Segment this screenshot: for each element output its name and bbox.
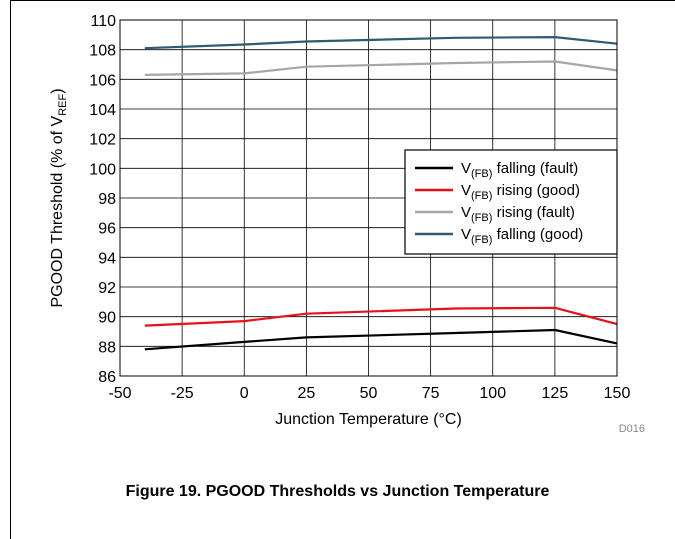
- y-tick-label: 102: [89, 132, 116, 149]
- x-tick-label: 25: [297, 385, 315, 402]
- y-tick-label: 92: [98, 280, 116, 297]
- y-tick-label: 96: [98, 221, 116, 238]
- y-tick-label: 86: [98, 369, 116, 386]
- figure-code: D016: [619, 423, 645, 435]
- page-frame-left: [10, 0, 11, 539]
- y-tick-label: 98: [98, 191, 116, 208]
- x-tick-labels: -50 -25 0 25 50 75 100 125 150: [108, 385, 630, 402]
- x-tick-label: 75: [422, 385, 440, 402]
- y-axis-label-subscript: REF: [57, 93, 69, 115]
- chart-series: [144, 35, 618, 351]
- x-tick-label: 50: [360, 385, 378, 402]
- y-axis-label-main: PGOOD Threshold (% of V: [49, 115, 66, 307]
- y-axis-label-close: ): [49, 88, 66, 93]
- x-tick-label: -25: [171, 385, 194, 402]
- y-tick-label: 110: [90, 13, 116, 30]
- page-frame-top: [10, 0, 675, 1]
- legend-entry: V(FB) rising (good): [461, 182, 580, 202]
- y-tick-label: 88: [98, 339, 116, 356]
- series-line-1: [144, 328, 618, 351]
- legend-entry: V(FB) falling (fault): [461, 160, 578, 180]
- series-line-3: [144, 60, 618, 76]
- x-tick-label: 100: [479, 385, 506, 402]
- x-axis-label: Junction Temperature (°C): [275, 411, 462, 428]
- series-line-4: [144, 35, 618, 50]
- y-tick-label: 104: [89, 102, 116, 119]
- series-line-2: [144, 306, 618, 327]
- legend: V(FB) falling (fault)V(FB) rising (good)…: [404, 149, 618, 255]
- x-tick-label: -50: [108, 385, 131, 402]
- y-tick-label: 90: [98, 310, 116, 327]
- y-tick-labels: 86 88 90 92 94 96 98 100 102 104 106 108 110: [89, 13, 116, 386]
- legend-entry: V(FB) falling (good): [461, 226, 583, 246]
- y-tick-label: 94: [98, 250, 116, 267]
- y-tick-label: 108: [89, 43, 116, 60]
- figure-caption: Figure 19. PGOOD Thresholds vs Junction …: [125, 483, 550, 500]
- legend-entry: V(FB) rising (fault): [461, 204, 575, 224]
- y-tick-label: 106: [89, 72, 116, 89]
- x-tick-label: 125: [542, 385, 569, 402]
- y-tick-label: 100: [89, 161, 116, 178]
- y-axis-label: PGOOD Threshold (% of VREF): [49, 88, 69, 307]
- x-tick-label: 150: [604, 385, 631, 402]
- x-tick-label: 0: [240, 385, 249, 402]
